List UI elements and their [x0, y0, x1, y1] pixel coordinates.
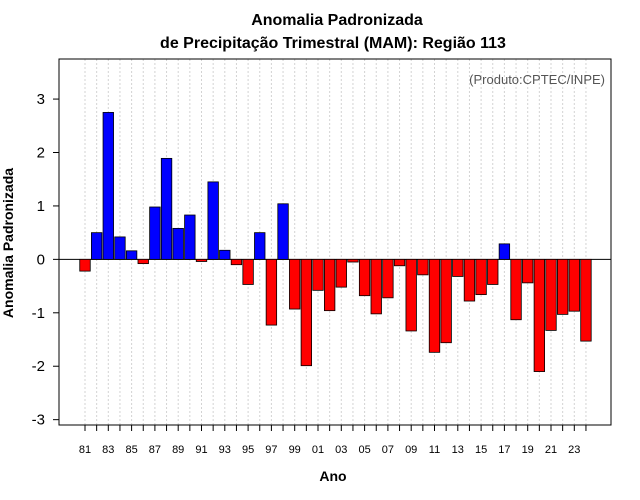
bar-89 — [172, 227, 184, 260]
bar-23 — [568, 258, 580, 312]
bar-19 — [522, 258, 534, 284]
x-tick-label: 85 — [125, 444, 137, 456]
chart-subtitle: de Precipitação Trimestral (MAM): Região… — [160, 35, 506, 52]
bar-97 — [265, 258, 278, 326]
bar-03 — [335, 258, 347, 288]
bar-98 — [277, 203, 289, 260]
bar-82 — [91, 232, 103, 260]
bar-13 — [452, 258, 464, 277]
bar-01 — [312, 258, 324, 291]
bar-06 — [370, 258, 382, 315]
bar-86 — [137, 258, 149, 265]
bar-24 — [580, 258, 592, 342]
grid-lines — [84, 59, 587, 425]
bar-93 — [219, 249, 231, 260]
bar-81 — [79, 258, 91, 272]
bar-09 — [405, 258, 417, 332]
bar-05 — [358, 258, 371, 297]
x-tick-label: 11 — [429, 444, 440, 456]
bar-90 — [184, 214, 196, 260]
bar-92 — [207, 181, 219, 260]
y-tick-label: -2 — [32, 358, 45, 375]
bar-02 — [323, 258, 336, 312]
bar-94 — [230, 258, 243, 266]
x-tick-label: 95 — [242, 444, 254, 456]
bar-22 — [557, 258, 569, 315]
x-tick-label: 03 — [335, 444, 347, 456]
bar-84 — [114, 236, 126, 260]
bar-88 — [160, 157, 173, 260]
y-tick-label: 3 — [37, 91, 45, 108]
bar-85 — [125, 250, 138, 260]
bar-83 — [102, 112, 114, 260]
y-tick-label: 0 — [37, 251, 45, 268]
x-tick-label: 23 — [568, 444, 580, 456]
x-tick-label: 97 — [265, 444, 277, 456]
y-axis: -3 -2 -1 0 1 2 3 — [32, 91, 59, 429]
bar-95 — [242, 258, 254, 285]
bar-21 — [545, 258, 557, 331]
x-tick-label: 99 — [289, 444, 301, 456]
y-axis-title: Anomalia Padronizada — [0, 168, 16, 318]
y-tick-label: 1 — [37, 198, 45, 215]
x-tick-label: 13 — [452, 444, 464, 456]
x-tick-label: 91 — [195, 444, 207, 456]
y-tick-label: -3 — [32, 412, 45, 429]
y-tick-label: -1 — [32, 305, 45, 322]
x-tick-label: 93 — [219, 444, 231, 456]
bar-10 — [417, 258, 429, 276]
bar-12 — [440, 258, 452, 344]
bar-00 — [300, 258, 313, 367]
x-tick-label: 81 — [79, 444, 91, 456]
bar-17 — [498, 243, 511, 260]
bar-18 — [510, 258, 522, 321]
x-tick-label: 17 — [498, 444, 510, 456]
bar-15 — [475, 258, 487, 296]
x-tick-label: 05 — [358, 444, 370, 456]
bar-16 — [487, 258, 499, 285]
y-tick-label: 2 — [37, 145, 45, 162]
x-tick-label: 15 — [475, 444, 487, 456]
bars — [79, 112, 592, 372]
bar-91 — [195, 258, 208, 262]
chart-title: Anomalia Padronizada — [251, 12, 423, 29]
bar-87 — [149, 206, 161, 260]
bar-11 — [428, 258, 441, 353]
x-axis: 81 83 85 87 89 91 93 95 97 99 01 03 05 07 09 11 13 15 17 19… — [79, 425, 587, 456]
x-tick-label: 21 — [545, 444, 557, 456]
x-tick-label: 01 — [312, 444, 324, 456]
bar-20 — [533, 258, 545, 372]
x-tick-label: 07 — [382, 444, 394, 456]
x-axis-title: Ano — [319, 468, 346, 484]
bar-14 — [463, 258, 476, 302]
bar-96 — [254, 232, 266, 260]
bar-07 — [382, 258, 394, 299]
x-tick-label: 87 — [149, 444, 161, 456]
bar-04 — [347, 258, 359, 263]
bar-08 — [393, 258, 406, 267]
x-tick-label: 89 — [172, 444, 184, 456]
bar-99 — [289, 258, 301, 310]
x-tick-label: 09 — [405, 444, 417, 456]
plot-frame — [58, 58, 612, 426]
x-tick-label: 19 — [522, 444, 534, 456]
x-tick-label: 83 — [102, 444, 114, 456]
credit-text: (Produto:CPTEC/INPE) — [469, 72, 605, 87]
